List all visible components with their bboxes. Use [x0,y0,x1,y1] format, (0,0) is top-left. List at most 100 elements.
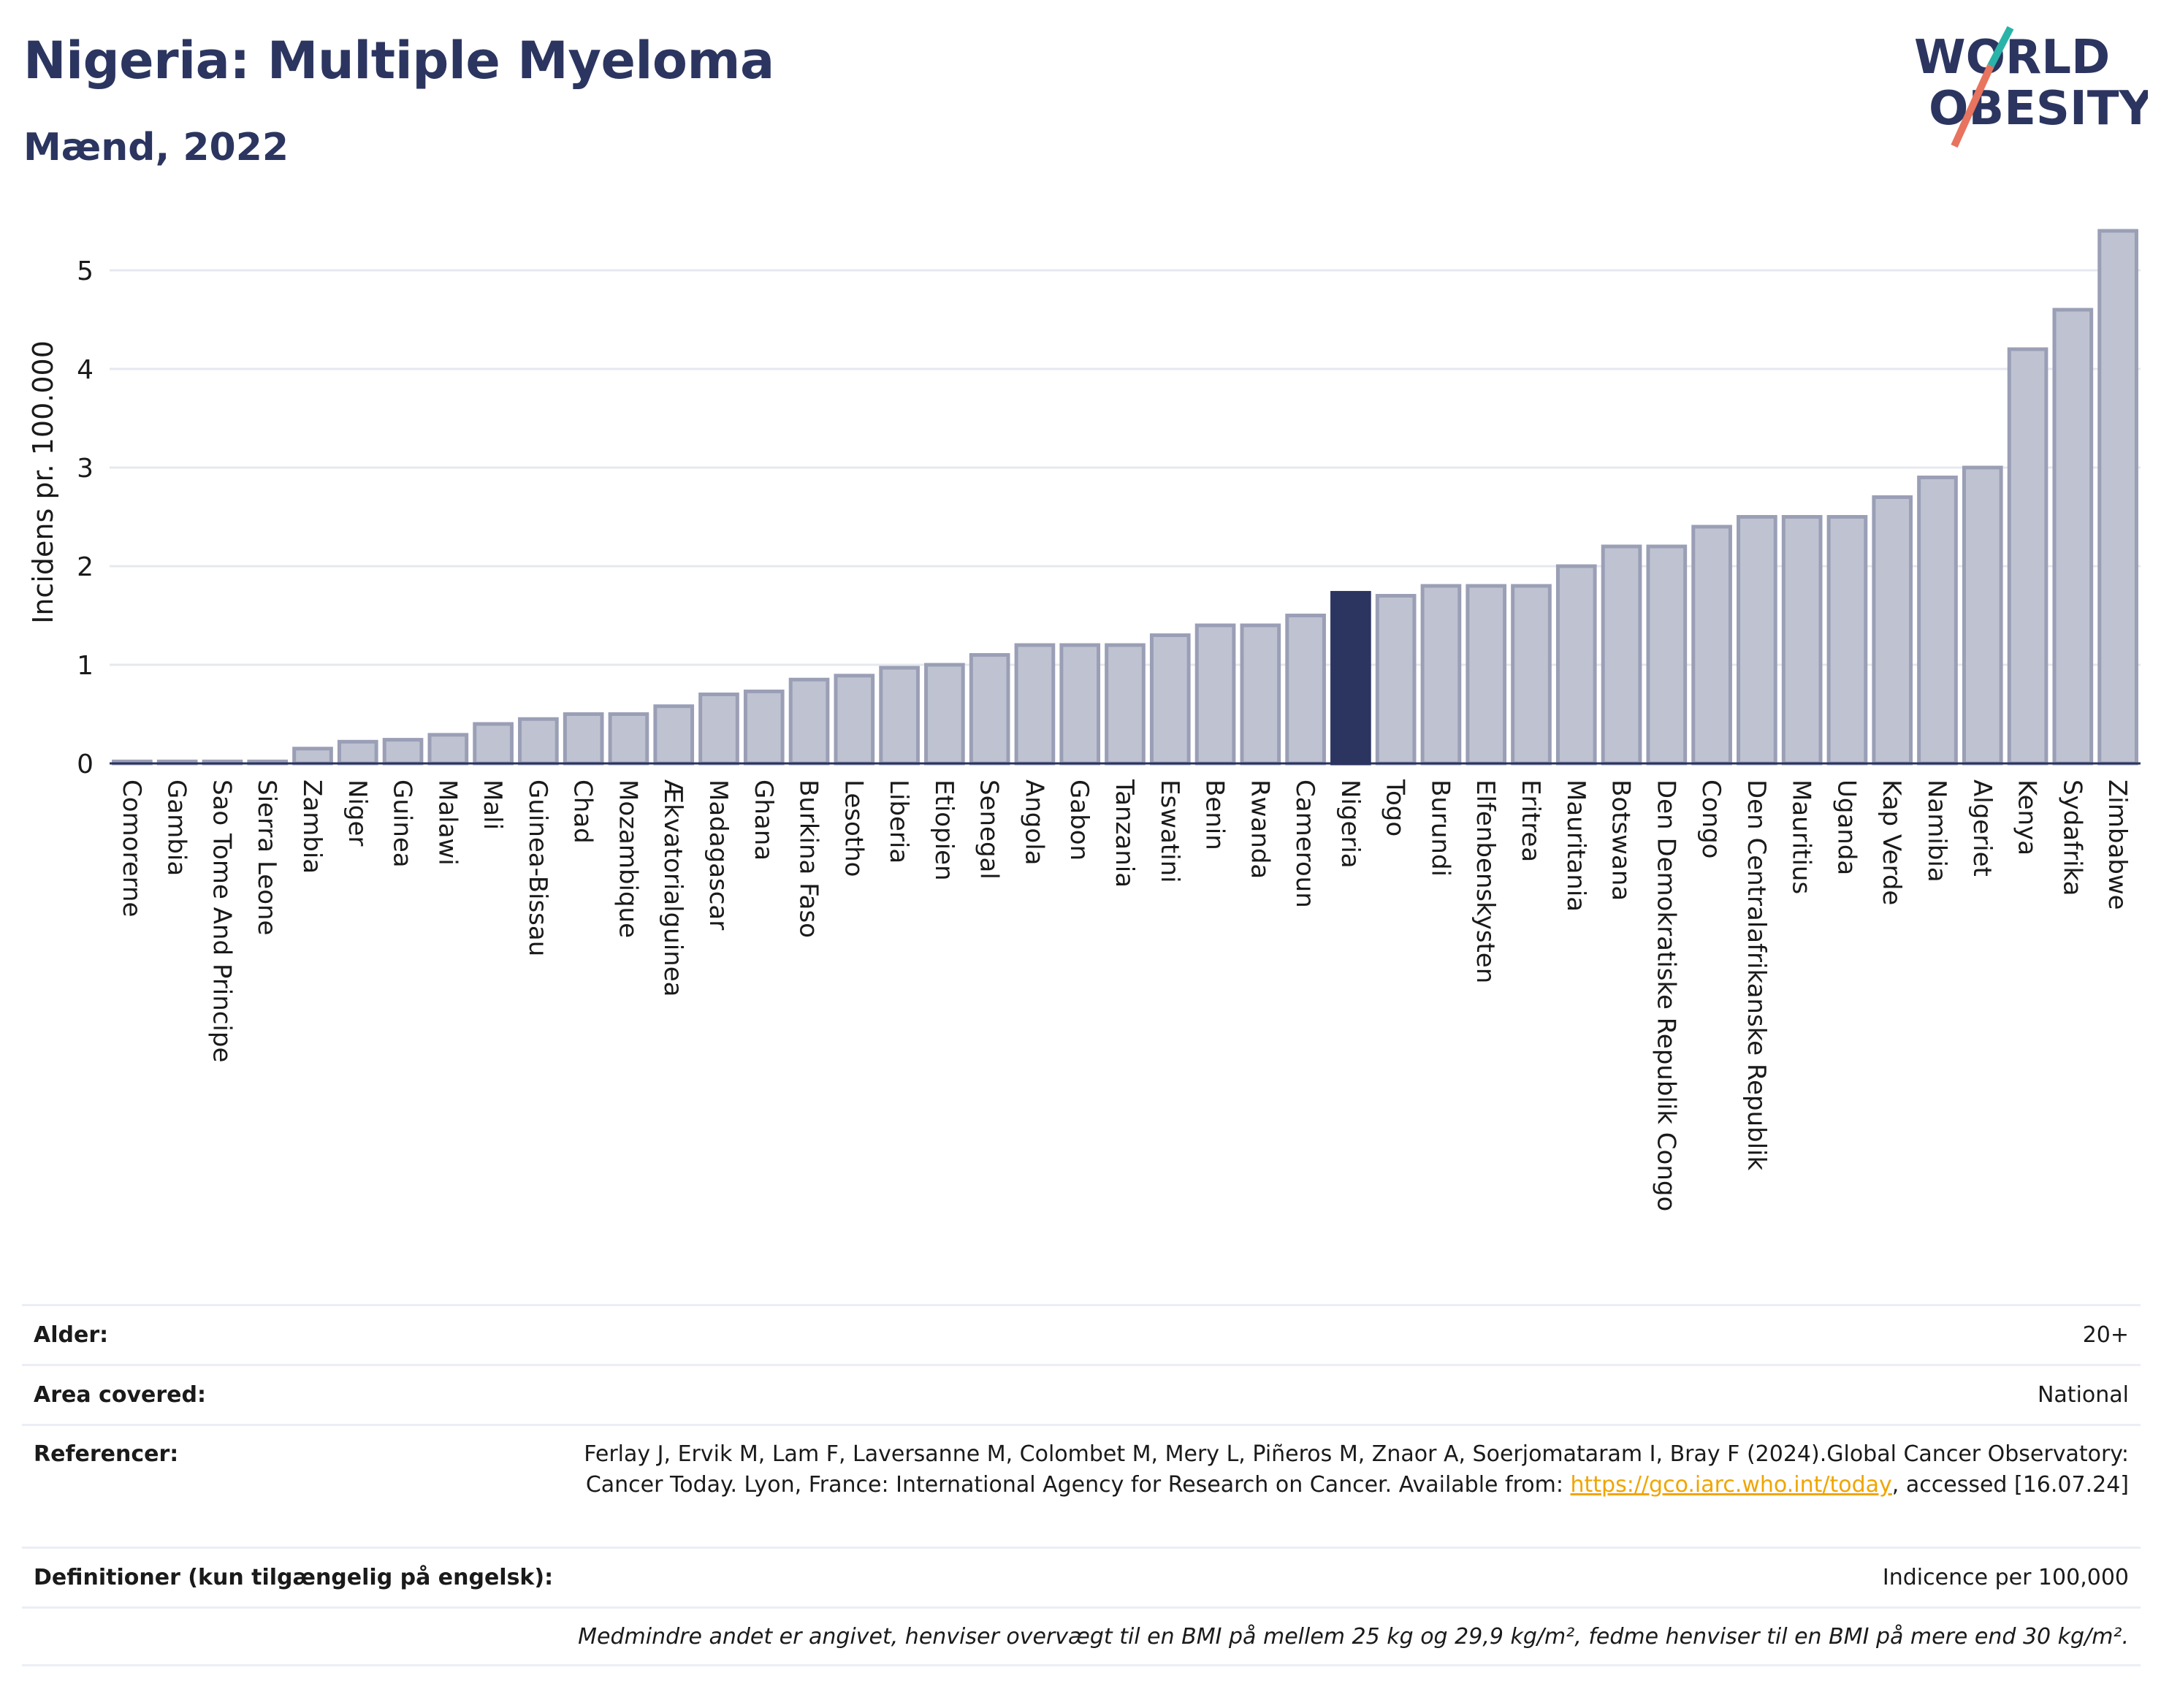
svg-text:WORLD: WORLD [1914,31,2110,85]
bar-burundi [1420,584,1462,766]
x-tick-label: Liberia [884,779,913,863]
x-tick-label: Etiopien [929,779,958,881]
bar-den-centralafrikanske-republik [1737,515,1777,766]
x-tick-label: Eswatini [1155,779,1184,883]
bar-burkina-faso [788,677,830,766]
y-axis-ticks: 0 1 2 3 4 5 [77,256,94,779]
bar-eritrea [1511,584,1552,766]
x-tick-label: Uganda [1832,779,1861,875]
bar-mali [473,722,514,766]
bar-togo [1375,594,1417,766]
bar-guinea-bissau [518,717,559,766]
x-tick-label: Nigeria [1335,779,1365,869]
bar-niger [337,739,378,766]
x-tick-label: Lesotho [839,779,868,877]
x-tick-label: Sydafrika [2057,779,2086,896]
bmi-note: Medmindre andet er angivet, henviser ove… [578,1623,2129,1650]
page-subtitle: Mænd, 2022 [23,126,289,169]
bar-congo [1691,525,1732,766]
bar-nigeria [1330,590,1371,766]
references-text: Ferlay J, Ervik M, Lam F, Laversanne M, … [584,1441,2129,1498]
bar-zambia [292,747,333,766]
area-value: National [2037,1382,2129,1408]
bar-algeriet [1962,465,2003,766]
x-tick-label: Mali [478,779,507,830]
definitions-label: Definitioner (kun tilgængelig på engelsk… [34,1565,554,1590]
info-table: Alder: 20+ Area covered: National Refere… [22,1304,2141,1666]
x-tick-label: Angola [1019,779,1048,865]
bar-rwanda [1240,623,1281,766]
bar-chart: 0 1 2 3 4 5 Comorerne Gambia Sao Tome And Princ… [27,229,2141,1211]
bar-senegal [969,653,1010,766]
x-tick-label: Mauritania [1561,779,1590,912]
bar-mauritius [1781,515,1823,766]
references-row: Referencer: Ferlay J, Ervik M, Lam F, La… [22,1424,2141,1547]
x-tick-label: Den Demokratiske Republik Congo [1651,779,1680,1211]
references-value: Ferlay J, Ervik M, Lam F, Laversanne M, … [522,1439,2129,1501]
bar-tanzania [1105,643,1146,766]
bar-kap-verde [1872,495,1913,766]
x-tick-label: Namibia [1922,779,1951,882]
x-tick-label: Cameroun [1290,779,1319,908]
x-tick-label: Kenya [2013,779,2042,855]
bar-malawi [427,733,469,766]
bar-benin [1194,623,1236,766]
bar-angola [1014,643,1056,766]
x-tick-label: Eritrea [1516,779,1545,862]
x-tick-label: Togo [1381,779,1410,836]
bar-zimbabwe [2097,229,2138,766]
x-tick-label: Algeriet [1967,779,1997,877]
y-tick-label: 4 [77,355,94,385]
age-label: Alder: [34,1322,109,1348]
area-row: Area covered: National [22,1364,2141,1424]
x-tick-label: Senegal [975,779,1004,880]
x-tick-label: Benin [1200,779,1230,850]
bar-gabon [1059,643,1101,766]
x-axis-labels: Comorerne Gambia Sao Tome And Principe Sier… [117,779,2132,1211]
bar-ghana [743,689,785,766]
x-tick-label: Gambia [162,779,191,876]
age-row: Alder: 20+ [22,1304,2141,1364]
y-tick-label: 3 [77,454,94,484]
definitions-row: Definitioner (kun tilgængelig på engelsk… [22,1547,2141,1606]
page-title: Nigeria: Multiple Myeloma [23,31,774,91]
x-tick-label: Burundi [1425,779,1455,877]
y-axis-label: Incidens pr. 100.000 [27,340,59,624]
y-tick-label: 5 [77,256,94,286]
y-tick-label: 2 [77,552,94,582]
x-tick-label: Botswana [1607,779,1636,901]
chart-bars [112,229,2138,766]
x-tick-label: Gabon [1064,779,1094,861]
x-tick-label: Sao Tome And Principe [207,779,236,1062]
x-tick-label: Madagascar [704,779,733,930]
x-tick-label: Den Centralafrikanske Republik [1742,779,1771,1170]
bar-uganda [1826,515,1868,766]
area-label: Area covered: [34,1382,206,1408]
x-tick-label: Comorerne [117,779,146,917]
x-tick-label: Ghana [749,779,778,861]
bar-cameroun [1285,614,1326,766]
x-tick-label: Tanzania [1110,779,1139,888]
x-tick-label: Guinea [388,779,417,868]
x-tick-label: Mauritius [1787,779,1816,894]
x-tick-label: Mozambique [613,779,642,938]
bar-elfenbenskysten [1466,584,1507,766]
bar-namibia [1917,476,1958,766]
bar-ækvatorialguinea [653,704,695,766]
bar-liberia [879,666,920,766]
x-tick-label: Zambia [297,779,327,874]
references-link[interactable]: https://gco.iarc.who.int/today [1570,1472,1892,1498]
x-tick-label: Rwanda [1245,779,1274,879]
bar-madagascar [698,693,739,766]
y-tick-label: 1 [77,651,94,681]
x-tick-label: Elfenbenskysten [1471,779,1500,983]
x-tick-label: Burkina Faso [794,779,823,938]
x-tick-label: Niger [343,779,372,846]
x-tick-label: Zimbabwe [2103,779,2132,910]
references-label: Referencer: [34,1441,179,1467]
bar-etiopien [924,663,965,766]
x-tick-label: Malawi [432,779,462,866]
references-accessed: , accessed [16.07.24] [1891,1472,2129,1498]
y-tick-label: 0 [77,750,94,779]
world-obesity-logo: WORLD OBESITY [1914,26,2148,148]
